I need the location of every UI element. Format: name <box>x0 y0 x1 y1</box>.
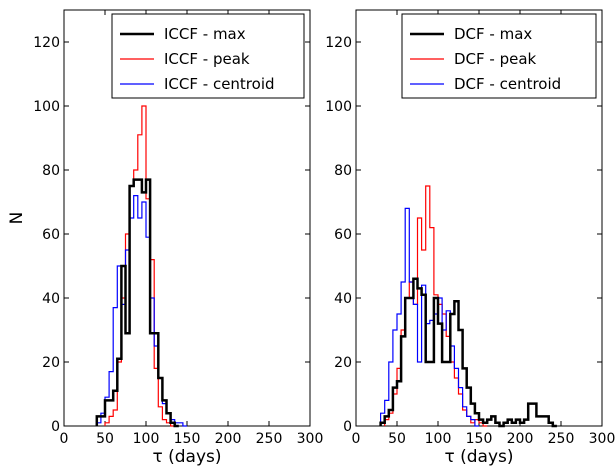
dcf-legend: DCF - max DCF - peak DCF - centroid <box>401 13 597 99</box>
iccf-x-tick-label: 50 <box>96 431 114 447</box>
iccf-panel: 0 50 100 150 200 250 300 0 20 40 60 80 100 120 τ (da… <box>7 9 324 467</box>
dcf-x-tick-label: 50 <box>388 431 406 447</box>
dcf-x-tick-label: 200 <box>507 431 534 447</box>
iccf-y-tick-label: 60 <box>42 227 60 243</box>
dcf-x-tick-label: 150 <box>466 431 493 447</box>
iccf-x-tick-label: 200 <box>215 431 242 447</box>
dcf-y-ticks: 0 20 40 60 80 100 120 <box>325 35 602 435</box>
dcf-y-tick-label: 100 <box>325 99 352 115</box>
iccf-y-tick-label: 80 <box>42 163 60 179</box>
dcf-y-tick-label: 120 <box>325 35 352 51</box>
iccf-series-iccf-max <box>95 178 179 428</box>
iccf-series-iccf-centroid <box>96 195 187 427</box>
iccf-y-tick-label: 20 <box>42 355 60 371</box>
iccf-x-tick-label: 300 <box>297 431 324 447</box>
dcf-legend-label: DCF - max <box>454 25 532 43</box>
dcf-legend-label: DCF - peak <box>454 50 537 68</box>
iccf-legend-label: ICCF - max <box>164 25 246 43</box>
dcf-x-tick-label: 250 <box>548 431 575 447</box>
iccf-y-ticks: 0 20 40 60 80 100 120 <box>33 35 310 435</box>
iccf-x-tick-label: 100 <box>133 431 160 447</box>
iccf-x-ticks: 0 50 100 150 200 250 300 <box>60 10 324 447</box>
dcf-y-tick-label: 60 <box>334 227 352 243</box>
iccf-legend-label: ICCF - peak <box>164 50 250 68</box>
iccf-legend-label: ICCF - centroid <box>164 75 275 93</box>
iccf-y-tick-label: 0 <box>51 419 60 435</box>
dcf-series-dcf-max <box>379 277 557 428</box>
iccf-series <box>95 105 187 428</box>
dcf-y-tick-label: 0 <box>343 419 352 435</box>
dcf-y-tick-label: 80 <box>334 163 352 179</box>
dcf-x-tick-label: 100 <box>425 431 452 447</box>
dcf-series <box>379 185 557 428</box>
dcf-x-tick-label: 300 <box>589 431 616 447</box>
iccf-x-tick-label: 150 <box>174 431 201 447</box>
dcf-series-dcf-centroid <box>380 207 479 427</box>
iccf-legend: ICCF - max ICCF - peak ICCF - centroid <box>111 13 305 99</box>
dcf-x-axis-label: τ (days) <box>444 447 513 467</box>
iccf-y-axis-label: N <box>7 212 27 225</box>
iccf-y-tick-label: 40 <box>42 291 60 307</box>
iccf-x-tick-label: 0 <box>60 431 69 447</box>
dcf-panel: 0 50 100 150 200 250 300 0 20 40 60 80 100 120 τ (da… <box>325 9 616 467</box>
iccf-y-tick-label: 120 <box>33 35 60 51</box>
dcf-x-ticks: 0 50 100 150 200 250 300 <box>352 10 616 447</box>
iccf-x-tick-label: 250 <box>256 431 283 447</box>
iccf-series-iccf-peak <box>104 105 175 427</box>
dcf-x-tick-label: 0 <box>352 431 361 447</box>
dcf-legend-label: DCF - centroid <box>454 75 561 93</box>
iccf-x-axis-label: τ (days) <box>152 447 221 467</box>
dcf-y-tick-label: 20 <box>334 355 352 371</box>
dcf-y-tick-label: 40 <box>334 291 352 307</box>
iccf-y-tick-label: 100 <box>33 99 60 115</box>
